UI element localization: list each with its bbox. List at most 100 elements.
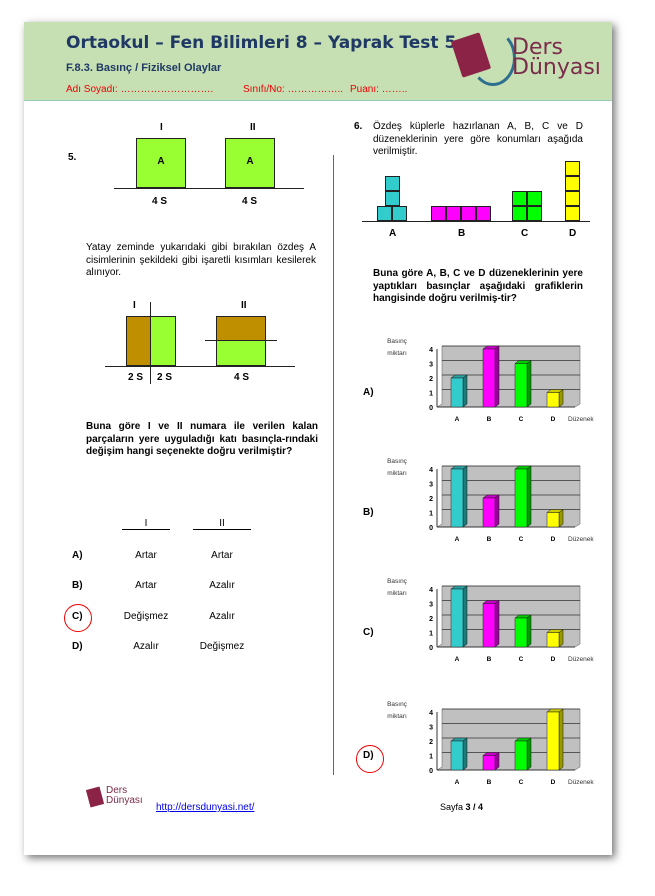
block-A-I: A xyxy=(136,138,186,188)
x-axis-label: Düzenek xyxy=(568,779,594,786)
class-field: Sınıfı/No: …………….. xyxy=(243,84,344,95)
x-tick-label: B xyxy=(487,779,492,786)
cube-A xyxy=(377,206,392,221)
y-tick-label: 1 xyxy=(429,511,433,518)
cube-B xyxy=(446,206,461,221)
option-I: Artar xyxy=(135,580,157,591)
option-letter[interactable]: B) xyxy=(72,580,83,591)
logo-text: Ders Dünyası xyxy=(512,35,601,79)
option-I: Değişmez xyxy=(123,611,169,622)
x-tick-label: B xyxy=(487,536,492,543)
y-tick-label: 2 xyxy=(429,376,433,383)
q5-text: Yatay zeminde yukarıdaki gibi bırakılan … xyxy=(86,242,316,278)
option-letter[interactable]: A) xyxy=(72,550,83,561)
bar-C xyxy=(514,468,528,528)
y-tick-label: 4 xyxy=(429,347,433,354)
bar-A xyxy=(450,588,464,648)
y-tick-label: 1 xyxy=(429,631,433,638)
x-axis-label: Düzenek xyxy=(568,536,594,543)
cube-D xyxy=(565,206,580,221)
footer-link[interactable]: http://dersdunyasi.net/ xyxy=(156,802,255,813)
x-tick-label: A xyxy=(455,656,460,663)
y-axis-label: miktarı xyxy=(387,470,407,477)
bar-A xyxy=(450,740,464,771)
fig2-label-II: II xyxy=(241,300,247,311)
y-tick-label: 4 xyxy=(429,710,433,717)
bar-side xyxy=(462,465,468,528)
cube-A xyxy=(392,206,407,221)
column-divider xyxy=(333,155,334,775)
bar-chart: 0 1 2 3 4 Basınç miktarı Düzenek A B C D xyxy=(387,578,594,663)
x-tick-label: B xyxy=(487,656,492,663)
y-tick-label: 0 xyxy=(429,405,433,412)
option-letter[interactable]: D) xyxy=(72,641,83,652)
setup-label-A: A xyxy=(389,228,397,239)
y-tick-label: 3 xyxy=(429,482,433,489)
area-I-right: 2 S xyxy=(157,372,173,383)
option-II: Artar xyxy=(211,550,233,561)
y-axis-label: Basınç xyxy=(387,578,408,585)
x-tick-label: D xyxy=(551,779,556,786)
y-tick-label: 3 xyxy=(429,602,433,609)
y-tick-label: 3 xyxy=(429,362,433,369)
footer-logo-line1: Ders xyxy=(106,785,128,796)
fig1-label-II: II xyxy=(250,122,256,133)
bar-C xyxy=(514,363,528,408)
q6-text: Özdeş küplerle hazırlanan A, B, C ve D d… xyxy=(373,121,583,157)
name-field: Adı Soyadı: ………………………. xyxy=(66,84,214,95)
x-tick-label: A xyxy=(455,416,460,423)
setup-label-C: C xyxy=(521,228,529,239)
y-tick-label: 2 xyxy=(429,496,433,503)
cube-D xyxy=(565,176,580,191)
y-tick-label: 4 xyxy=(429,467,433,474)
bar-D xyxy=(546,632,560,648)
page-value: 3 / 4 xyxy=(465,802,484,812)
option-II: Azalır xyxy=(209,580,235,591)
page-prefix: Sayfa xyxy=(440,802,466,812)
x-tick-label: D xyxy=(551,536,556,543)
bar-A xyxy=(450,377,464,408)
option-II: Azalır xyxy=(209,611,235,622)
logo-line1: Ders xyxy=(512,35,563,60)
bar-B xyxy=(482,348,496,408)
chart-option-label[interactable]: C) xyxy=(363,627,374,638)
bar-side xyxy=(526,737,532,771)
y-tick-label: 1 xyxy=(429,754,433,761)
page-number: Sayfa 3 / 4 xyxy=(440,802,483,812)
bar-side xyxy=(494,345,500,408)
bar-B xyxy=(482,497,496,528)
x-tick-label: D xyxy=(551,656,556,663)
block-A-II: A xyxy=(225,138,275,188)
cube-D xyxy=(565,191,580,206)
setup-label-D: D xyxy=(569,228,577,239)
area-I: 4 S xyxy=(152,196,168,207)
x-tick-label: B xyxy=(487,416,492,423)
y-tick-label: 0 xyxy=(429,645,433,652)
x-tick-label: C xyxy=(519,656,524,663)
cube-C xyxy=(527,206,542,221)
cube-B xyxy=(476,206,491,221)
bar-B xyxy=(482,755,496,771)
y-tick-label: 3 xyxy=(429,725,433,732)
block-label: A xyxy=(157,156,165,167)
bar-side xyxy=(462,737,468,771)
bar-B xyxy=(482,603,496,648)
ground-line xyxy=(114,188,304,189)
chart-option-label[interactable]: B) xyxy=(363,507,374,518)
y-axis-label: Basınç xyxy=(387,701,408,708)
setup-label-B: B xyxy=(458,228,466,239)
chart-option-label[interactable]: A) xyxy=(363,387,374,398)
answer-circle-D xyxy=(356,745,384,773)
score-field: Puanı: …….. xyxy=(350,84,408,95)
x-tick-label: D xyxy=(551,416,556,423)
fig1-label-I: I xyxy=(160,122,163,133)
cube-A xyxy=(384,176,400,191)
y-axis-label: Basınç xyxy=(387,458,408,465)
bar-side xyxy=(462,374,468,408)
q5-question: Buna göre I ve II numara ile verilen kal… xyxy=(86,421,318,457)
cut-part-I xyxy=(126,316,151,366)
ground-line xyxy=(362,221,590,222)
q6-number: 6. xyxy=(354,121,363,132)
area-II: 4 S xyxy=(242,196,258,207)
y-axis-label: miktarı xyxy=(387,713,407,720)
